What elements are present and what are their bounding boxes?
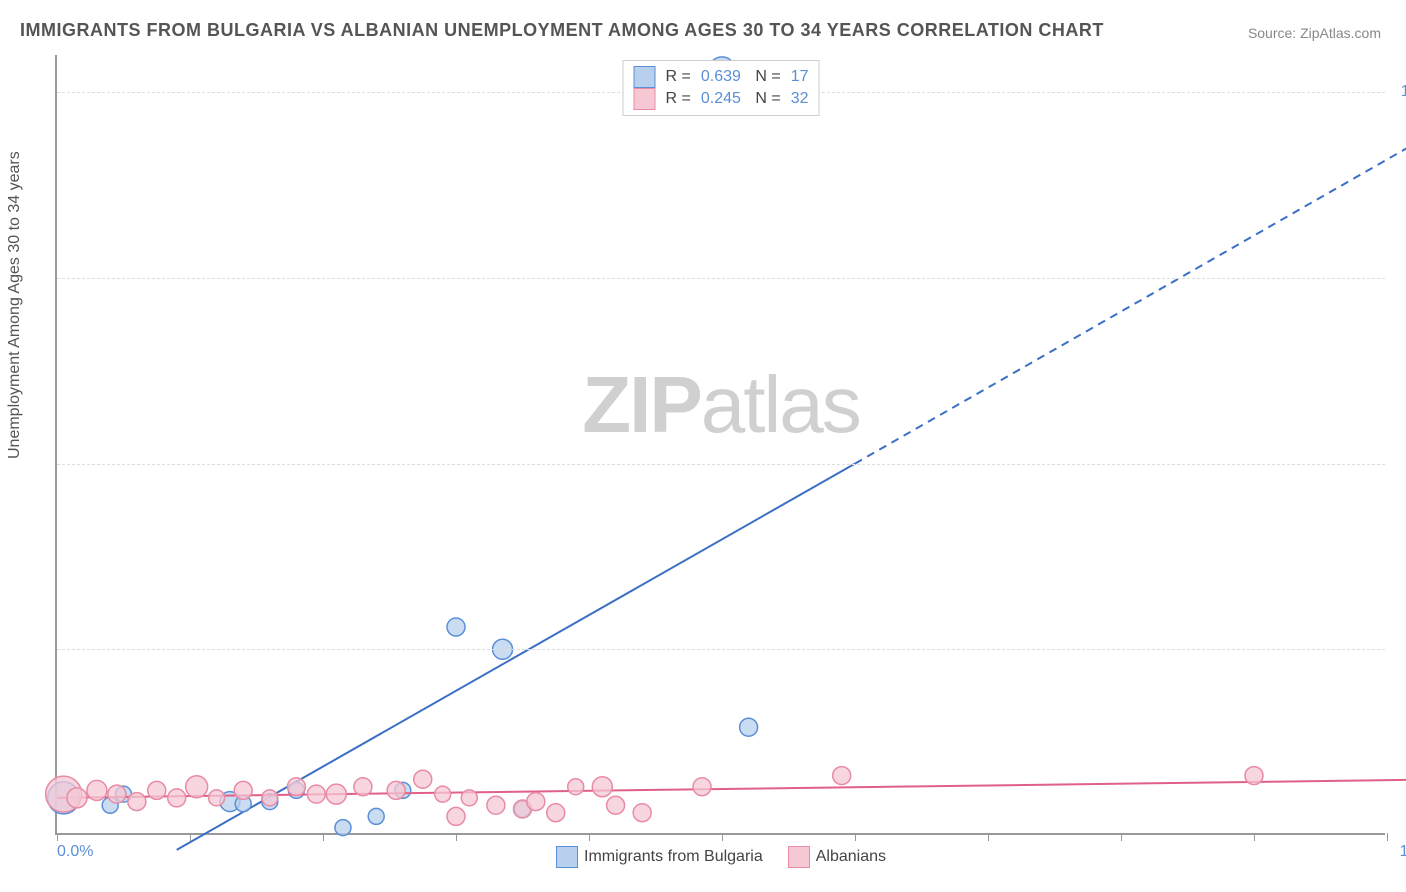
r-value: 0.639: [701, 68, 741, 86]
x-tick: [190, 833, 191, 841]
data-point: [693, 778, 711, 796]
data-point: [414, 770, 432, 788]
y-tick-label: 100.0%: [1401, 83, 1406, 101]
source-label: Source: ZipAtlas.com: [1248, 25, 1381, 41]
legend-label: Albanians: [816, 848, 886, 865]
x-tick: [855, 833, 856, 841]
x-tick: [722, 833, 723, 841]
x-tick: [1121, 833, 1122, 841]
n-value: 17: [791, 68, 809, 86]
x-tick: [456, 833, 457, 841]
data-point: [307, 785, 325, 803]
data-point: [67, 788, 87, 808]
x-tick: [1254, 833, 1255, 841]
r-value: 0.245: [701, 90, 741, 108]
x-tick: [589, 833, 590, 841]
data-point: [547, 804, 565, 822]
data-point: [108, 785, 126, 803]
chart-svg: [57, 55, 1385, 833]
r-label: R =: [666, 90, 691, 108]
r-label: R =: [666, 68, 691, 86]
data-point: [833, 767, 851, 785]
correlation-legend: R = 0.639 N = 17 R = 0.245 N = 32: [623, 60, 820, 116]
data-point: [461, 790, 477, 806]
data-point: [335, 820, 351, 836]
data-point: [527, 793, 545, 811]
chart-title: IMMIGRANTS FROM BULGARIA VS ALBANIAN UNE…: [20, 20, 1104, 41]
gridline: [57, 278, 1385, 279]
legend-label: Immigrants from Bulgaria: [584, 848, 763, 865]
data-point: [607, 796, 625, 814]
trend-line-dashed: [855, 137, 1406, 464]
data-point: [209, 790, 225, 806]
n-value: 32: [791, 90, 809, 108]
series-legend: Immigrants from Bulgaria Albanians: [556, 846, 886, 868]
data-point: [148, 781, 166, 799]
correlation-row: R = 0.245 N = 32: [634, 88, 809, 110]
data-point: [87, 780, 107, 800]
data-point: [487, 796, 505, 814]
x-tick-label: 0.0%: [57, 843, 93, 861]
trend-line: [57, 779, 1406, 798]
data-point: [262, 790, 278, 806]
data-point: [387, 781, 405, 799]
legend-swatch: [788, 846, 810, 868]
data-point: [168, 789, 186, 807]
data-point: [234, 781, 252, 799]
data-point: [447, 807, 465, 825]
data-point: [435, 786, 451, 802]
legend-swatch: [634, 88, 656, 110]
data-point: [287, 778, 305, 796]
legend-swatch: [634, 66, 656, 88]
correlation-row: R = 0.639 N = 17: [634, 66, 809, 88]
data-point: [186, 776, 208, 798]
legend-swatch: [556, 846, 578, 868]
data-point: [368, 808, 384, 824]
y-axis-label: Unemployment Among Ages 30 to 34 years: [6, 151, 24, 459]
x-tick: [57, 833, 58, 841]
chart-plot-area: ZIPatlas R = 0.639 N = 17 R = 0.245 N = …: [55, 55, 1385, 835]
data-point: [592, 777, 612, 797]
data-point: [354, 778, 372, 796]
data-point: [128, 793, 146, 811]
x-tick: [988, 833, 989, 841]
n-label: N =: [751, 68, 781, 86]
data-point: [740, 718, 758, 736]
data-point: [447, 618, 465, 636]
data-point: [568, 779, 584, 795]
n-label: N =: [751, 90, 781, 108]
x-tick-label: 10.0%: [1400, 843, 1406, 861]
data-point: [1245, 767, 1263, 785]
gridline: [57, 649, 1385, 650]
gridline: [57, 464, 1385, 465]
x-tick: [323, 833, 324, 841]
legend-item: Albanians: [788, 846, 886, 868]
data-point: [633, 804, 651, 822]
data-point: [326, 784, 346, 804]
x-tick: [1387, 833, 1388, 841]
legend-item: Immigrants from Bulgaria: [556, 846, 763, 868]
